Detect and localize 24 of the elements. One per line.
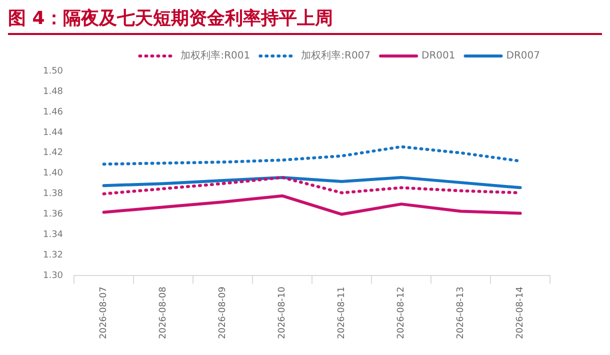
y-tick-label: 1.34 [42, 230, 64, 240]
y-tick-label: 1.46 [42, 107, 64, 118]
y-tick-label: 1.44 [42, 128, 64, 138]
legend-label: 加权利率:R001 [180, 50, 250, 62]
x-tick-label: 2026-08-07 [99, 286, 110, 340]
x-tick-label: 2026-08-11 [337, 286, 348, 340]
legend-label: 加权利率:R007 [301, 50, 371, 62]
chart-title: 图 4：隔夜及七天短期资金利率持平上周 [8, 6, 602, 35]
y-tick-label: 1.32 [42, 250, 64, 261]
legend-label: DR007 [506, 50, 540, 62]
y-tick-label: 1.36 [42, 210, 64, 220]
y-tick-label: 1.30 [42, 271, 64, 282]
x-tick-label: 2026-08-12 [396, 286, 407, 340]
x-tick-label: 2026-08-10 [278, 286, 288, 340]
y-tick-label: 1.50 [42, 66, 64, 76]
y-tick-label: 1.38 [42, 189, 64, 200]
x-tick-label: 2026-08-14 [516, 286, 526, 340]
x-tick-label: 2026-08-08 [158, 286, 169, 340]
legend-label: DR001 [422, 50, 456, 62]
x-tick-label: 2026-08-13 [456, 286, 466, 340]
x-tick-label: 2026-08-09 [218, 286, 228, 340]
y-tick-label: 1.40 [42, 168, 64, 179]
y-tick-label: 1.48 [42, 86, 64, 97]
y-tick-label: 1.42 [42, 148, 64, 158]
